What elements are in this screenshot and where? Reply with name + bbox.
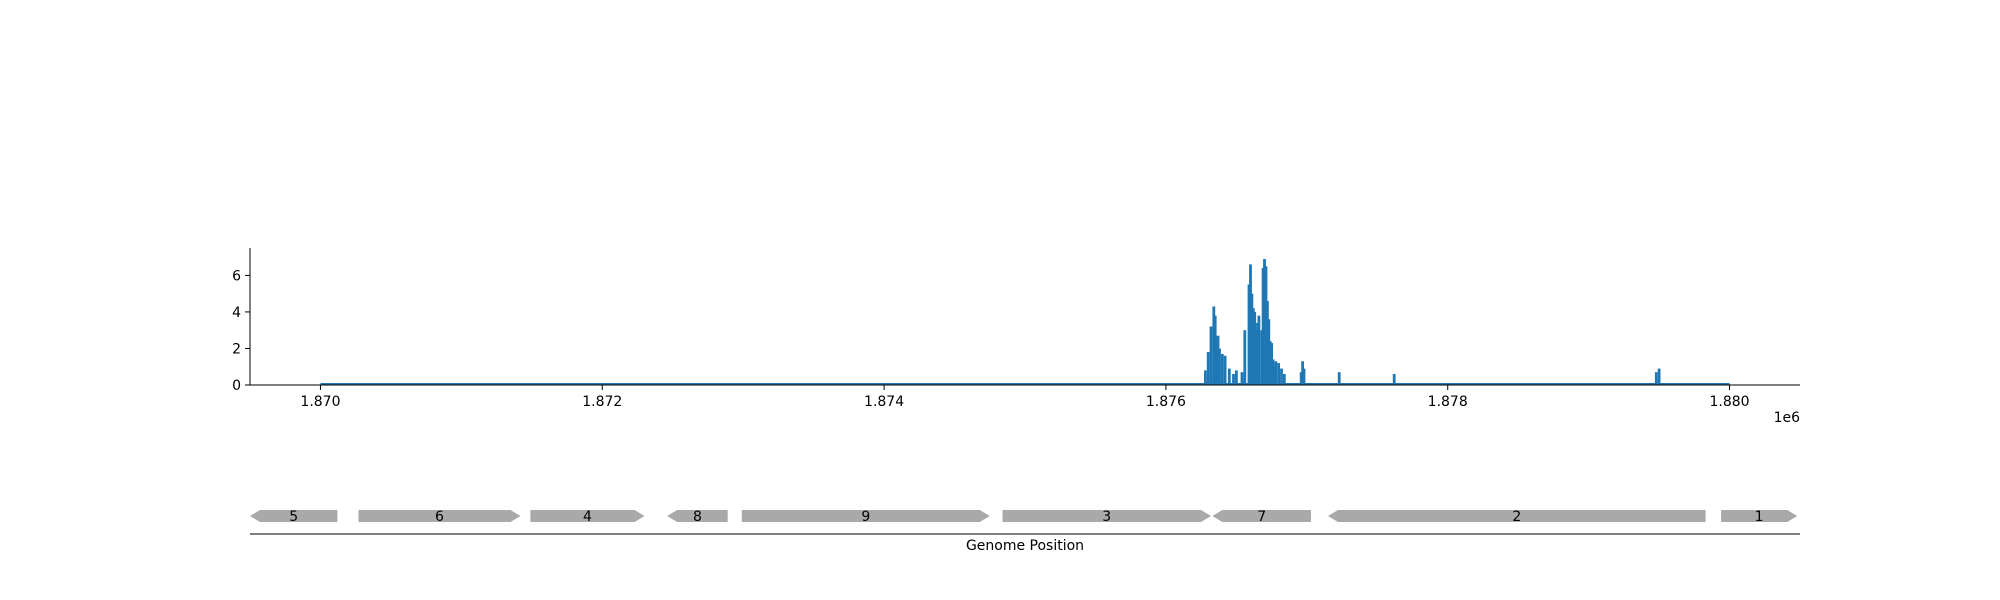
coverage-bar xyxy=(1302,368,1306,385)
coverage-bar xyxy=(1274,361,1278,385)
gene-label: 6 xyxy=(435,509,444,525)
gene-arrow xyxy=(1002,510,1211,522)
gene-arrow xyxy=(741,510,990,522)
coverage-bar xyxy=(1657,368,1661,385)
coverage-bar xyxy=(1209,326,1213,385)
x-tick-label: 1.880 xyxy=(1709,394,1749,410)
gene-label: 3 xyxy=(1102,509,1111,525)
coverage-bar xyxy=(1257,315,1261,385)
coverage-chart: 0 2 4 6 1.870 1.872 1.874 1.876 1.878 1.880 1e6 xyxy=(232,248,1800,426)
gene-arrow xyxy=(530,510,645,522)
coverage-bar xyxy=(1247,284,1251,385)
x-axis-offset-label: 1e6 xyxy=(1774,410,1801,426)
coverage-bar xyxy=(1227,368,1231,385)
gene-arrow xyxy=(250,510,338,522)
coverage-bar xyxy=(1223,355,1227,385)
coverage-bar xyxy=(1282,374,1286,385)
y-axis-ticks: 0 2 4 6 xyxy=(232,268,250,394)
coverage-bar xyxy=(1277,363,1280,385)
gene-label: 9 xyxy=(861,509,870,525)
gene-label: 4 xyxy=(583,509,592,525)
coverage-bar xyxy=(1240,372,1244,385)
gene-arrow xyxy=(1328,510,1706,522)
x-tick-label: 1.870 xyxy=(300,394,340,410)
coverage-bar xyxy=(1263,259,1266,385)
coverage-bar xyxy=(1392,374,1396,385)
x-tick-label: 1.878 xyxy=(1428,394,1468,410)
coverage-bar xyxy=(1218,348,1221,385)
x-tick-label: 1.876 xyxy=(1146,394,1186,410)
y-tick-label: 0 xyxy=(232,378,241,394)
gene-arrow xyxy=(1212,510,1311,522)
gene-label: 7 xyxy=(1257,509,1266,525)
x-axis-ticks: 1.870 1.872 1.874 1.876 1.878 1.880 xyxy=(300,385,1750,410)
gene-arrow xyxy=(358,510,521,522)
x-tick-label: 1.872 xyxy=(582,394,622,410)
genome-position-label: Genome Position xyxy=(966,538,1084,554)
x-tick-label: 1.874 xyxy=(864,394,904,410)
coverage-bar xyxy=(1232,374,1235,385)
y-tick-label: 6 xyxy=(232,268,241,284)
coverage-bar xyxy=(1337,372,1341,385)
gene-label: 5 xyxy=(289,509,298,525)
gene-arrow xyxy=(1721,510,1798,522)
gene-label: 8 xyxy=(693,509,702,525)
coverage-bar xyxy=(1243,330,1247,385)
gene-label: 2 xyxy=(1512,509,1521,525)
coverage-bar xyxy=(1654,372,1658,385)
y-tick-label: 4 xyxy=(232,305,241,321)
gene-label: 1 xyxy=(1755,509,1764,525)
coverage-bar xyxy=(1206,352,1210,385)
coverage-bar xyxy=(1220,353,1224,385)
coverage-bar xyxy=(1235,370,1238,385)
coverage-bar xyxy=(1204,370,1207,385)
gene-map: 5 6 4 8 9 3 7 2 1 Genome Position xyxy=(250,509,1800,554)
coverage-bar xyxy=(1216,335,1220,385)
gene-arrows: 5 6 4 8 9 3 7 2 1 xyxy=(250,509,1798,525)
coverage-bars xyxy=(1204,259,1661,385)
y-tick-label: 2 xyxy=(232,341,241,357)
coverage-bar xyxy=(1280,368,1283,385)
gene-arrow xyxy=(667,510,728,522)
